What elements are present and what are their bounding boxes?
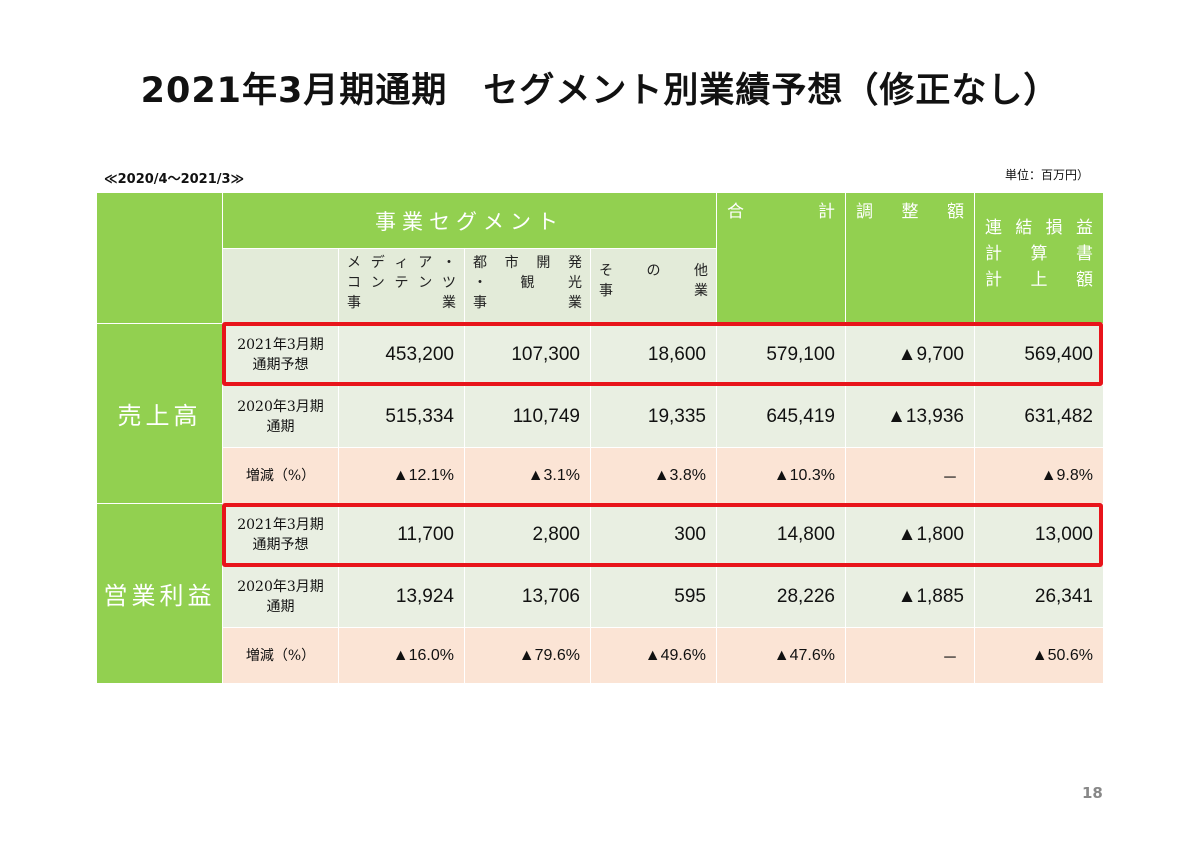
sales-group-label: 売上高 [96, 323, 223, 504]
segment-group-header: 事業セグメント [222, 192, 717, 249]
cell-other: 19,335 [590, 385, 717, 448]
cell-adjust: ▲1,885 [845, 565, 975, 628]
cell-adjust: ▲13,936 [845, 385, 975, 448]
cell-other: 300 [590, 503, 717, 566]
urban-header: 都市開発 ・観光 事業 [464, 248, 591, 324]
row-label: 増減（%） [222, 447, 339, 504]
operating-profit-group-label: 営業利益 [96, 503, 223, 684]
cell-total: ▲47.6% [716, 627, 846, 684]
cell-media: 13,924 [338, 565, 465, 628]
cell-total: 645,419 [716, 385, 846, 448]
row-label: 2021年3月期 通期予想 [222, 503, 339, 566]
page-number: 18 [1082, 784, 1103, 802]
row-label: 2020年3月期 通期 [222, 565, 339, 628]
cell-total: ▲10.3% [716, 447, 846, 504]
cell-consolidated: 631,482 [974, 385, 1104, 448]
cell-media: 515,334 [338, 385, 465, 448]
total-header: 合計 [716, 192, 846, 324]
adjustment-header: 調整額 [845, 192, 975, 324]
cell-other: 595 [590, 565, 717, 628]
cell-urban: ▲3.1% [464, 447, 591, 504]
header-corner [96, 192, 223, 324]
cell-other: ▲3.8% [590, 447, 717, 504]
label-column-header [222, 248, 339, 324]
cell-adjust: － [845, 447, 975, 504]
unit-label: 単位：百万円） [1005, 168, 1090, 182]
cell-other: 18,600 [590, 323, 717, 386]
highlight-sales-forecast [222, 322, 1103, 386]
cell-urban: 13,706 [464, 565, 591, 628]
page-title: 2021年3月期通期 セグメント別業績予想（修正なし） [140, 71, 1060, 111]
cell-adjust: － [845, 627, 975, 684]
cell-consolidated: ▲50.6% [974, 627, 1104, 684]
cell-consolidated: 26,341 [974, 565, 1104, 628]
row-label: 増減（%） [222, 627, 339, 684]
cell-media: ▲12.1% [338, 447, 465, 504]
cell-consolidated: 569,400 [974, 323, 1104, 386]
cell-total: 14,800 [716, 503, 846, 566]
cell-adjust: ▲1,800 [845, 503, 975, 566]
cell-total: 28,226 [716, 565, 846, 628]
period-label: ≪2020/4～2021/3≫ [104, 172, 245, 187]
media-header: メディア・ コンテンツ 事業 [338, 248, 465, 324]
cell-other: ▲49.6% [590, 627, 717, 684]
cell-media: 11,700 [338, 503, 465, 566]
row-label: 2021年3月期 通期予想 [222, 323, 339, 386]
cell-consolidated: ▲9.8% [974, 447, 1104, 504]
cell-urban: 110,749 [464, 385, 591, 448]
highlight-profit-forecast [222, 503, 1103, 567]
cell-media: ▲16.0% [338, 627, 465, 684]
cell-urban: ▲79.6% [464, 627, 591, 684]
other-header: その他 事業 [590, 248, 717, 324]
row-label: 2020年3月期 通期 [222, 385, 339, 448]
consolidated-header: 連結損益 計算書 計上額 [974, 192, 1104, 324]
segment-forecast-table: 事業セグメント 合計 調整額 連結損益 計算書 計上額 メディア・ コンテンツ … [96, 192, 1104, 684]
